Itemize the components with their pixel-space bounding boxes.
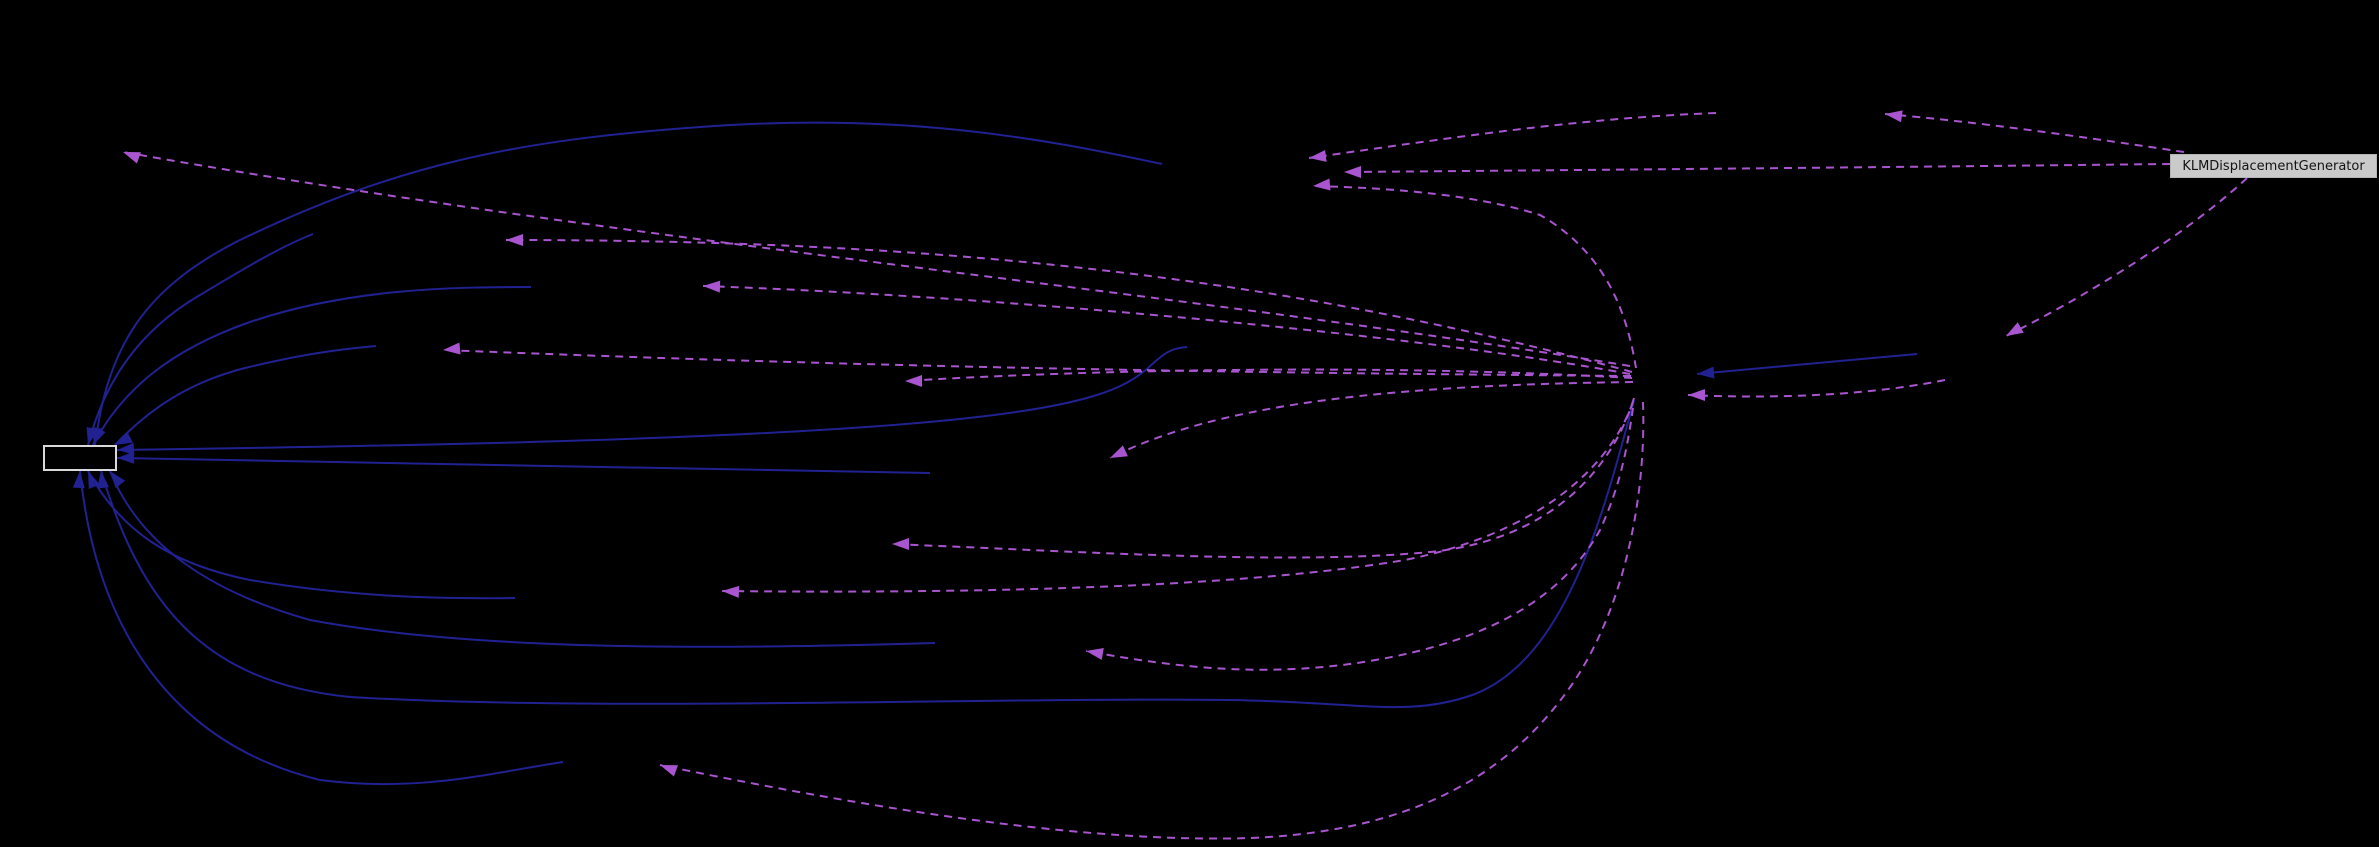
arrowhead-inherit-bottom-4 [72, 471, 85, 489]
edge-inherit-bottom-hub [100, 399, 1635, 709]
arrowhead-uses-hub-downleft-4 [1086, 648, 1104, 660]
edge-uses-hub-left-2 [702, 285, 1631, 375]
edge-uses-hub-far-topleft [122, 151, 1631, 367]
edge-uses-gen-topleft [1884, 113, 2185, 153]
edge-uses-node-to-hub [1687, 379, 1946, 398]
arrowhead-inherit-top-3 [93, 427, 106, 445]
arrowhead-uses-gen-downleft [2006, 322, 2024, 336]
edge-uses-hub-downleft-1 [1109, 381, 1634, 459]
arrowhead-uses-hub-up-steep [1313, 178, 1331, 191]
edge-uses-blue-to-hub [1696, 353, 1918, 375]
arrowhead-uses-node-to-hub [1688, 389, 1705, 401]
edge-uses-hub-left-3 [442, 349, 1632, 377]
arrowhead-inherit-right-flat [117, 451, 135, 464]
arrowhead-uses-hub-downleft-3 [722, 585, 740, 598]
edge-inherit-top-corner [114, 345, 377, 446]
arrowhead-uses-gen-topleft [1885, 110, 1903, 123]
arrowhead-uses-hub-left-3 [443, 342, 461, 355]
edge-inherit-top-3 [92, 286, 532, 446]
arrowhead-uses-hub-left-1 [506, 234, 523, 246]
edge-uses-gen-flat [1343, 163, 2171, 173]
arrowhead-uses-hub-left-4 [905, 375, 922, 387]
edge-inherit-bottom-2 [109, 470, 936, 648]
arrowhead-inherit-top-corner [115, 431, 133, 445]
edge-inherit-bottom-1 [87, 470, 516, 600]
arrowhead-inherit-bottom-hub [97, 471, 109, 489]
klm-displacement-generator-node[interactable]: KLMDisplacementGenerator [2170, 154, 2377, 178]
edge-uses-hub-left-4 [904, 368, 1633, 382]
arrowhead-uses-hub-downleft-2 [892, 538, 909, 550]
arrowhead-uses-hub-bottom-sweep [660, 765, 678, 777]
arrowhead-uses-gen-flat [1344, 166, 1361, 178]
arrowhead-inherit-bottom-1 [88, 471, 100, 489]
edge-uses-hub-downleft-3 [721, 401, 1634, 593]
edge-inherit-top-2 [87, 233, 314, 446]
arrowhead-uses-blue-to-hub [1697, 366, 1715, 379]
edge-uses-topnode-left [1308, 112, 1717, 159]
arrowhead-uses-hub-far-topleft [123, 152, 141, 164]
edge-uses-hub-bottom-sweep [659, 401, 1645, 840]
edge-inherit-bottom-4 [79, 470, 564, 786]
arrowhead-inherit-bottom-2 [110, 471, 126, 489]
arrowhead-uses-topnode-left [1309, 150, 1327, 162]
edge-inherit-top-dome [94, 121, 1163, 446]
arrowhead-inherit-right-s [117, 442, 135, 455]
edge-uses-hub-left-1 [505, 239, 1633, 373]
edge-uses-hub-downleft-2 [891, 397, 1635, 559]
arrowhead-uses-hub-downleft-1 [1110, 445, 1128, 458]
edge-uses-gen-downleft [2005, 177, 2248, 337]
edge-inherit-right-s [116, 346, 1188, 451]
edge-uses-hub-up-steep [1312, 185, 1637, 369]
current-class-node[interactable] [43, 445, 117, 471]
edge-inherit-right-flat [116, 457, 931, 474]
edge-uses-hub-downleft-4 [1085, 407, 1634, 671]
arrowhead-uses-hub-left-2 [703, 280, 721, 293]
